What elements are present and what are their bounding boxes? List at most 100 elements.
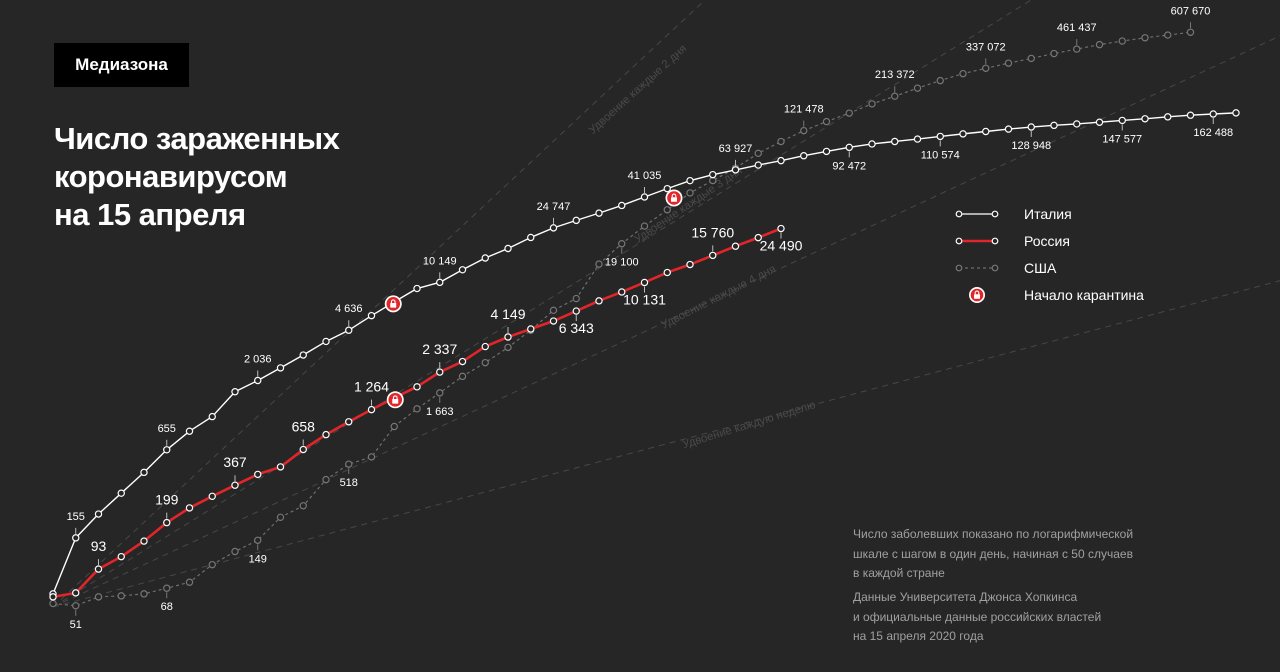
point-italy-23 — [572, 216, 580, 225]
point-usa-40 — [959, 69, 967, 78]
point-italy-41 — [982, 127, 990, 136]
legend-item-quarantine: Начало карантина — [955, 281, 1144, 308]
point-russia-17 — [436, 368, 444, 376]
point-usa-31 — [754, 149, 762, 158]
title-line-3: на 15 апреля — [54, 197, 246, 232]
point-italy-42 — [1004, 125, 1013, 133]
point-usa-44 — [1050, 49, 1058, 58]
point-usa-13 — [345, 460, 353, 468]
point-usa-1 — [72, 602, 80, 610]
legend-swatch-russia — [955, 237, 999, 244]
point-russia-4 — [140, 537, 148, 545]
scale-note: Число заболевших показано по логарифмиче… — [853, 525, 1183, 584]
point-usa-25 — [618, 240, 626, 248]
lock-icon — [665, 189, 683, 207]
point-russia-2 — [94, 565, 103, 573]
series-line-italy — [52, 112, 1237, 595]
point-italy-16 — [413, 284, 421, 293]
point-usa-32 — [777, 137, 785, 146]
point-usa-42 — [1004, 59, 1013, 67]
point-russia-11 — [299, 445, 307, 454]
series-line-russia — [52, 227, 782, 599]
point-russia-14 — [367, 405, 376, 414]
point-italy-34 — [822, 147, 831, 156]
data-label-italy-9: 2 036 — [244, 354, 272, 366]
point-russia-0 — [49, 593, 57, 601]
point-usa-22 — [549, 306, 558, 315]
point-usa-49 — [1164, 31, 1172, 39]
point-italy-49 — [1164, 113, 1172, 121]
point-russia-5 — [163, 518, 171, 527]
point-usa-43 — [1027, 54, 1035, 63]
point-italy-51 — [1209, 110, 1217, 118]
point-usa-11 — [299, 502, 307, 510]
title-line-1: Число зараженных — [54, 121, 340, 156]
point-russia-31 — [754, 233, 762, 242]
point-italy-13 — [345, 326, 353, 334]
point-italy-39 — [936, 132, 944, 141]
scale-note-line-3: в каждой стране — [853, 566, 945, 580]
data-label-italy-13: 4 636 — [335, 303, 363, 315]
point-usa-8 — [231, 547, 239, 556]
data-label-italy-39: 110 574 — [921, 149, 960, 161]
data-label-russia-26: 10 131 — [623, 291, 666, 307]
point-russia-6 — [185, 504, 194, 512]
data-label-russia-14: 1 264 — [354, 379, 389, 395]
source-note-line-3: на 15 апреля 2020 года — [853, 629, 984, 643]
point-italy-1 — [72, 534, 80, 542]
point-usa-24 — [595, 260, 603, 268]
data-label-italy-30: 63 927 — [719, 143, 753, 155]
point-russia-30 — [731, 242, 740, 250]
data-label-italy-22: 24 747 — [537, 201, 571, 213]
point-usa-15 — [390, 422, 398, 431]
point-italy-18 — [458, 266, 467, 274]
point-italy-22 — [549, 224, 558, 232]
point-russia-12 — [322, 430, 330, 439]
legend-label-italy: Италия — [1024, 205, 1072, 222]
point-italy-37 — [891, 137, 899, 146]
point-usa-46 — [1095, 40, 1104, 49]
point-usa-19 — [481, 358, 489, 367]
brand-logo[interactable]: Медиазона — [54, 43, 189, 87]
point-russia-28 — [686, 260, 694, 269]
legend-swatch-italy — [955, 210, 999, 217]
point-usa-7 — [208, 560, 216, 569]
point-italy-52 — [1232, 109, 1240, 117]
data-label-russia-32: 24 490 — [760, 238, 803, 254]
legend-swatch-usa — [955, 264, 999, 271]
point-russia-21 — [527, 325, 535, 333]
point-usa-14 — [367, 453, 376, 461]
point-usa-36 — [868, 100, 876, 108]
data-label-italy-17: 10 149 — [423, 255, 457, 267]
point-italy-44 — [1050, 121, 1058, 130]
page-title: Число зараженных коронавирусом на 15 апр… — [54, 120, 454, 234]
legend-label-quarantine: Начало карантина — [1024, 286, 1144, 303]
point-italy-12 — [322, 337, 330, 346]
point-italy-21 — [527, 233, 535, 242]
data-label-usa-37: 213 372 — [875, 69, 915, 81]
title-line-2: коронавирусом — [54, 159, 288, 194]
point-italy-47 — [1118, 116, 1126, 125]
point-italy-31 — [754, 161, 762, 169]
point-italy-10 — [276, 364, 285, 372]
reference-line-2 — [52, 0, 706, 608]
point-italy-17 — [436, 278, 444, 287]
point-italy-28 — [686, 176, 694, 185]
point-russia-16 — [413, 383, 421, 391]
point-italy-27 — [663, 184, 671, 193]
point-usa-33 — [800, 126, 808, 135]
data-label-italy-51: 162 488 — [1193, 127, 1233, 139]
point-russia-25 — [618, 288, 626, 296]
data-label-russia-17: 2 337 — [422, 341, 457, 357]
data-label-italy-5: 655 — [158, 423, 176, 435]
data-label-italy-43: 128 948 — [1011, 140, 1051, 152]
legend-item-russia: Россия — [955, 227, 1144, 254]
point-italy-6 — [185, 427, 194, 435]
scale-note-line-2: шкале с шагом в один день, начиная с 50 … — [853, 546, 1133, 561]
point-usa-37 — [891, 92, 899, 100]
point-russia-9 — [254, 470, 262, 479]
point-usa-50 — [1186, 28, 1195, 36]
data-label-italy-35: 92 472 — [832, 160, 866, 172]
point-russia-7 — [208, 492, 216, 501]
